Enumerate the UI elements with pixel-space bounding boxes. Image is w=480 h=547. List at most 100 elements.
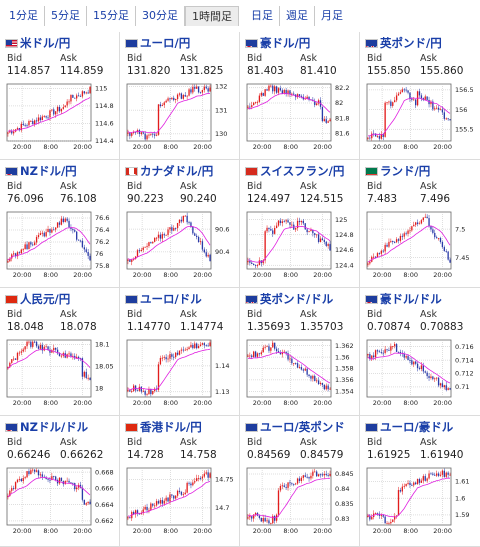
mini-chart[interactable]: 115 114.8 114.6 114.4 20:00 8:00 20:00 [4,81,116,155]
mini-chart[interactable]: 0.668 0.666 0.664 0.662 20:00 8:00 20:00 [4,465,116,539]
candle-body [182,349,184,351]
candle-body [144,246,146,248]
candle-body [247,355,249,357]
pair-name-link[interactable]: ユーロ/円 [140,36,191,50]
candle-body [430,376,432,378]
mini-chart[interactable]: 1.14 1.13 20:00 8:00 20:00 [124,337,236,411]
candle-body [413,224,415,227]
eu-flag-icon [125,38,138,48]
pair-name-link[interactable]: 人民元/円 [20,292,71,306]
candle-body [16,479,19,483]
mini-chart[interactable]: 76.6 76.4 76.2 76 75.8 20:00 8:00 20:00 [4,209,116,283]
y-tick-label: 0.662 [95,517,114,525]
candle-body [55,476,57,480]
candle-body [24,244,26,250]
mini-chart[interactable]: 1.61 1.6 1.59 20:00 8:00 20:00 [364,465,476,539]
candle-body [163,102,165,106]
candle-body [258,260,261,266]
candle-body [127,517,129,519]
candle-body [131,133,133,136]
tab-1[interactable]: 5分足 [45,6,87,26]
candle-body [134,510,137,515]
pair-name-link[interactable]: ユーロ/豪ドル [380,420,454,434]
ask-label: Ask [180,309,197,320]
y-tick-label: 82.2 [335,84,349,92]
pair-name-link[interactable]: 豪ドル/円 [260,36,311,50]
pair-name-link[interactable]: 米ドル/円 [20,36,71,50]
bid-value: 1.61925 [367,449,411,461]
chart-frame [6,83,92,142]
pair-name-link[interactable]: NZドル/円 [20,164,77,178]
pair-name-link[interactable]: ランド/円 [380,164,431,178]
mini-chart[interactable]: 14.75 14.7 20:00 8:00 20:00 [124,465,236,539]
candle-body [428,473,430,479]
mini-chart[interactable]: 132 131 130 20:00 8:00 20:00 [124,81,236,155]
candle-body [287,90,289,94]
ask-label: Ask [180,53,197,64]
pair-name-link[interactable]: 英ポンド/円 [380,36,442,50]
candle-body [201,343,204,345]
currency-cell: ユーロ/ドル Bid Ask 1.14770 1.14774 1.14 1.13 20:00 8… [120,288,240,416]
mini-chart[interactable]: 0.716 0.714 0.712 0.71 20:00 8:00 20:00 [364,337,476,411]
tab-7[interactable]: 月足 [321,9,343,22]
candle-body [279,352,282,355]
x-tick-label: 20:00 [193,527,212,535]
moving-average-line [247,352,331,384]
candle-body [260,93,262,96]
ask-label: Ask [420,437,437,448]
candle-body [45,477,47,480]
candle-body [316,234,318,236]
tab-5[interactable]: 日足 [245,6,280,26]
candle-body [382,133,384,137]
mini-chart[interactable]: 7.5 7.45 20:00 8:00 20:00 [364,209,476,283]
x-tick-label: 20:00 [373,143,392,151]
y-tick-label: 0.712 [455,370,474,378]
candle-body [34,120,36,125]
currency-cell: NZドル/円 Bid Ask 76.096 76.108 76.6 76.4 76.2 76 75… [0,160,120,288]
candle-body [20,249,22,254]
pair-name-link[interactable]: 香港ドル/円 [140,420,202,434]
candle-body [83,247,85,250]
candle-body [209,473,211,478]
tab-4[interactable]: 1時間足 [185,6,239,26]
candle-body [55,347,57,350]
pair-name-link[interactable]: スイスフラン/円 [260,164,345,178]
pair-name-link[interactable]: ユーロ/英ポンド [260,420,345,434]
candle-body [268,227,270,230]
pair-name-link[interactable]: ユーロ/ドル [140,292,202,306]
tab-0[interactable]: 1分足 [3,6,45,26]
mini-chart[interactable]: 156.5 156 155.5 20:00 8:00 20:00 [364,81,476,155]
mini-chart[interactable]: 18.1 18.05 18 20:00 8:00 20:00 [4,337,116,411]
candle-body [209,87,211,92]
ask-value: 7.496 [420,193,451,205]
mini-chart[interactable]: 125 124.8 124.6 124.4 20:00 8:00 20:00 [244,209,356,283]
tab-3[interactable]: 30分足 [136,6,185,26]
candle-body [426,478,428,481]
pair-name-link[interactable]: カナダドル/円 [140,164,214,178]
pair-name-link[interactable]: 豪ドル/ドル [380,292,442,306]
bid-value: 155.850 [367,65,411,77]
mini-chart[interactable]: 90.6 90.4 20:00 8:00 20:00 [124,209,236,283]
mini-chart[interactable]: 82.2 82 81.8 81.6 20:00 8:00 20:00 [244,81,356,155]
mini-chart[interactable]: 0.845 0.84 0.835 0.83 20:00 8:00 20:00 [244,465,356,539]
candle-body [28,242,30,250]
y-tick-label: 90.6 [215,225,229,233]
candle-body [277,490,280,515]
candle-body [152,390,154,395]
candle-body [72,229,74,231]
mini-chart[interactable]: 1.362 1.36 1.358 1.356 1.354 20:00 8:00 20:00 [244,337,356,411]
candle-body [87,252,89,256]
candle-body [312,471,314,476]
pair-name-link[interactable]: NZドル/ドル [20,420,89,434]
x-tick-label: 20:00 [373,399,392,407]
pair-name-link[interactable]: 英ポンド/ドル [260,292,334,306]
candle-body [380,515,382,516]
candle-body [319,382,322,384]
candle-body [43,116,45,117]
tab-2[interactable]: 15分足 [87,6,136,26]
tab-6[interactable]: 週足 [280,6,315,26]
candle-body [180,491,183,495]
